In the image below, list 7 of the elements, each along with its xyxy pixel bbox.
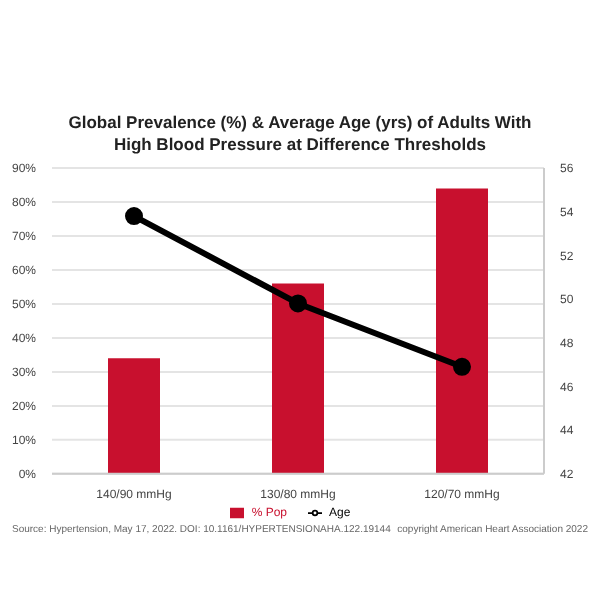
bar xyxy=(108,358,160,474)
point xyxy=(125,207,143,226)
bar xyxy=(436,188,488,474)
point xyxy=(453,357,471,376)
chart-title: Global Prevalence (%) & Average Age (yrs) of Adults With High Blood Pressure at Difference Thresholds xyxy=(66,112,534,156)
point xyxy=(289,294,307,313)
bar xyxy=(272,283,324,474)
